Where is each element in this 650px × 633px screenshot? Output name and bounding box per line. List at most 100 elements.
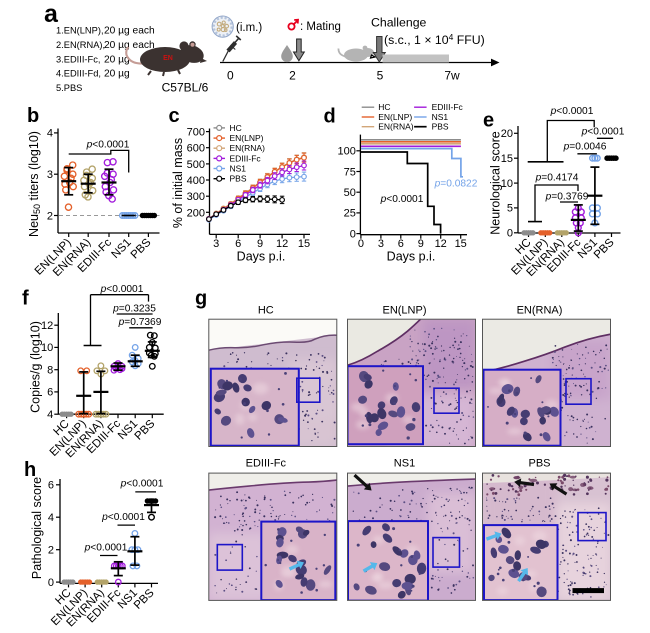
svg-text:Days p.i.: Days p.i. <box>237 250 286 264</box>
svg-text:3: 3 <box>213 238 219 250</box>
svg-text:HC: HC <box>258 305 274 317</box>
svg-text:20: 20 <box>501 128 513 140</box>
svg-text:15: 15 <box>298 238 310 250</box>
svg-text:9: 9 <box>257 238 263 250</box>
svg-text:4: 4 <box>47 128 53 140</box>
svg-text:7w: 7w <box>444 69 460 83</box>
svg-text:5: 5 <box>507 203 513 215</box>
svg-text:10: 10 <box>501 178 513 190</box>
svg-text:Copies/g (log10): Copies/g (log10) <box>29 321 43 413</box>
svg-text:p=0.0822: p=0.0822 <box>434 179 478 190</box>
svg-text:3: 3 <box>47 169 53 181</box>
svg-text:b: b <box>27 105 39 127</box>
svg-text:p<0.0001: p<0.0001 <box>120 479 164 490</box>
svg-text:20 µg: 20 µg <box>104 69 130 80</box>
svg-text:2: 2 <box>289 69 296 83</box>
svg-text:0: 0 <box>507 228 513 240</box>
svg-text:4: 4 <box>47 409 53 421</box>
svg-text:EN(RNA): EN(RNA) <box>230 143 266 153</box>
svg-text:EN(LNP): EN(LNP) <box>230 133 264 143</box>
svg-text:600: 600 <box>187 143 205 155</box>
svg-text:(s.c., 1 × 104 FFU): (s.c., 1 × 104 FFU) <box>384 32 485 47</box>
svg-text:5.PBS: 5.PBS <box>56 83 82 93</box>
svg-text:10: 10 <box>41 342 53 354</box>
svg-text:PBS: PBS <box>230 174 247 184</box>
svg-text:4: 4 <box>48 512 54 524</box>
svg-text:p<0.0001: p<0.0001 <box>101 512 145 523</box>
svg-text:h: h <box>24 459 36 481</box>
svg-text:EN(LNP): EN(LNP) <box>382 305 426 317</box>
svg-text:p<0.0001: p<0.0001 <box>380 194 424 205</box>
svg-text:p<0.0001: p<0.0001 <box>100 284 144 295</box>
svg-text:20 µg each: 20 µg each <box>104 26 155 37</box>
svg-text:9: 9 <box>418 238 424 250</box>
svg-text:Pathological score: Pathological score <box>30 477 44 579</box>
svg-text:2.EN(RNA),: 2.EN(RNA), <box>56 40 105 50</box>
svg-text:3.EDIII-Fc,: 3.EDIII-Fc, <box>56 54 100 64</box>
svg-text:e: e <box>483 110 494 132</box>
svg-text:Days p.i.: Days p.i. <box>387 250 436 264</box>
svg-text:200: 200 <box>187 207 205 219</box>
svg-text:15: 15 <box>455 238 467 250</box>
svg-text:50: 50 <box>344 187 356 199</box>
svg-text:HC: HC <box>230 123 242 133</box>
svg-text:g: g <box>195 288 207 310</box>
svg-text:1.EN(LNP),: 1.EN(LNP), <box>56 26 104 36</box>
svg-text:: Mating: : Mating <box>300 21 341 33</box>
svg-text:PBS: PBS <box>528 458 550 470</box>
svg-text:3: 3 <box>378 238 384 250</box>
svg-text:HC: HC <box>378 102 390 112</box>
svg-text:6: 6 <box>48 480 54 492</box>
svg-text:4.EDIII-Fd,: 4.EDIII-Fd, <box>56 69 101 79</box>
svg-text:p<0.0001: p<0.0001 <box>86 140 130 151</box>
svg-text:15: 15 <box>501 153 513 165</box>
svg-text:a: a <box>44 0 59 28</box>
svg-text:NS1: NS1 <box>230 164 247 174</box>
svg-text:6: 6 <box>235 238 241 250</box>
svg-text:EDIII-Fc: EDIII-Fc <box>432 102 464 112</box>
svg-text:20 µg each: 20 µg each <box>104 40 155 51</box>
svg-text:6: 6 <box>47 387 53 399</box>
svg-text:700: 700 <box>187 127 205 139</box>
svg-text:25: 25 <box>344 208 356 220</box>
svg-text:EDIII-Fc: EDIII-Fc <box>246 458 287 470</box>
svg-text:EN: EN <box>163 55 173 62</box>
svg-text:400: 400 <box>187 175 205 187</box>
svg-text:6: 6 <box>398 238 404 250</box>
svg-text:0: 0 <box>227 69 234 83</box>
svg-text:p=0.3235: p=0.3235 <box>112 304 156 315</box>
svg-text:Challenge: Challenge <box>371 16 427 30</box>
svg-text:100: 100 <box>338 146 356 158</box>
svg-text:(i.m.): (i.m.) <box>236 22 262 34</box>
svg-text:0: 0 <box>350 228 356 240</box>
svg-text:75: 75 <box>344 166 356 178</box>
svg-text:12: 12 <box>276 238 288 250</box>
svg-text:p=0.7369: p=0.7369 <box>118 317 162 328</box>
svg-text:Neurological score: Neurological score <box>489 131 503 235</box>
svg-text:8: 8 <box>47 365 53 377</box>
svg-text:NS1: NS1 <box>394 458 415 470</box>
svg-text:PBS: PBS <box>432 122 449 132</box>
svg-text:500: 500 <box>187 159 205 171</box>
svg-text:c: c <box>169 105 180 127</box>
svg-text:12: 12 <box>435 238 447 250</box>
svg-text:f: f <box>22 287 29 309</box>
svg-text:d: d <box>324 105 336 127</box>
svg-text:EN(RNA): EN(RNA) <box>517 305 563 317</box>
svg-text:2: 2 <box>47 210 53 222</box>
svg-text:0: 0 <box>358 238 364 250</box>
svg-text:p<0.0001: p<0.0001 <box>550 106 594 117</box>
svg-text:p=0.3769: p=0.3769 <box>545 192 589 203</box>
svg-text:Neu50 titers (log10): Neu50 titers (log10) <box>27 131 42 237</box>
svg-text:EN(LNP): EN(LNP) <box>378 112 412 122</box>
svg-text:EDIII-Fc: EDIII-Fc <box>230 153 262 163</box>
svg-text:% of initial mass: % of initial mass <box>171 138 185 228</box>
svg-text:p=0.0046: p=0.0046 <box>563 142 607 153</box>
svg-text:C57BL/6: C57BL/6 <box>162 81 209 95</box>
svg-text:2: 2 <box>48 545 54 557</box>
svg-text:20 µg: 20 µg <box>104 54 130 65</box>
svg-text:5: 5 <box>377 69 384 83</box>
svg-text:300: 300 <box>187 191 205 203</box>
svg-text:EN(RNA): EN(RNA) <box>378 122 414 132</box>
svg-text:p<0.0001: p<0.0001 <box>581 127 625 138</box>
